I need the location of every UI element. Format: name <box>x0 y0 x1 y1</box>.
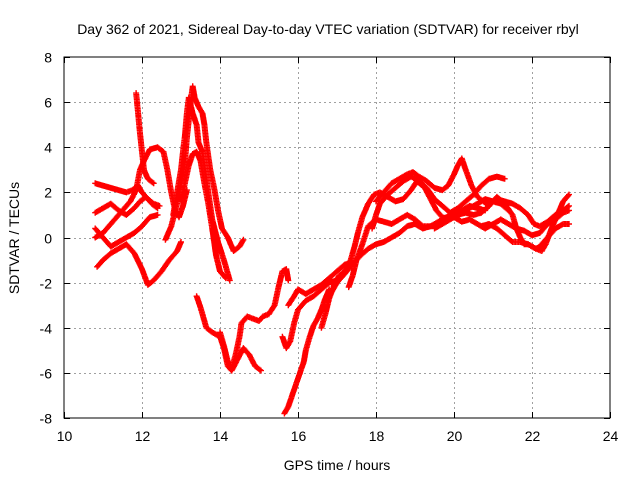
y-tick-label: 0 <box>44 231 52 247</box>
series-track-13 <box>285 259 356 309</box>
x-tick-label: 10 <box>57 428 73 444</box>
series-track-2 <box>92 193 161 218</box>
series-track-9 <box>178 148 229 282</box>
plus-markers <box>178 148 229 282</box>
plus-markers <box>369 173 508 232</box>
series-track-6 <box>94 239 184 288</box>
plus-markers <box>285 259 356 309</box>
plus-markers <box>478 191 572 254</box>
x-tick-label: 22 <box>525 428 541 444</box>
data-points <box>92 83 572 417</box>
x-tick-label: 12 <box>135 428 151 444</box>
y-tick-label: -8 <box>40 411 53 427</box>
y-axis-ticks: -8 -6 -4 -2 0 2 4 6 8 <box>40 50 610 427</box>
x-axis-ticks: 10 12 14 16 18 20 22 24 <box>57 57 619 444</box>
series-track-11 <box>217 266 292 372</box>
y-tick-label: 8 <box>44 50 52 66</box>
series-track-14 <box>281 286 333 417</box>
series-track-5 <box>133 90 157 187</box>
x-tick-label: 18 <box>369 428 385 444</box>
x-tick-label: 20 <box>447 428 463 444</box>
plus-markers <box>217 266 292 372</box>
x-axis-label: GPS time / hours <box>284 457 391 473</box>
chart-title: Day 362 of 2021, Sidereal Day-to-day VTE… <box>77 21 579 37</box>
plus-markers <box>281 286 333 417</box>
y-axis-label: SDTVAR / TECUs <box>6 182 22 294</box>
y-tick-label: -6 <box>40 366 53 382</box>
x-tick-label: 24 <box>603 428 619 444</box>
y-tick-label: 4 <box>44 140 52 156</box>
series-track-19 <box>373 155 493 209</box>
plus-markers <box>133 90 157 187</box>
x-tick-label: 16 <box>291 428 307 444</box>
grid <box>64 57 610 418</box>
y-tick-label: 6 <box>44 95 52 111</box>
plot-frame <box>63 56 611 419</box>
series-track-22 <box>478 191 572 254</box>
y-tick-label: -2 <box>40 276 53 292</box>
y-tick-label: -4 <box>40 321 53 337</box>
y-tick-label: 2 <box>44 185 52 201</box>
plus-markers <box>92 193 161 218</box>
x-tick-label: 14 <box>213 428 229 444</box>
series-track-18 <box>369 173 508 232</box>
plus-markers <box>94 239 184 288</box>
plus-markers <box>373 155 493 209</box>
